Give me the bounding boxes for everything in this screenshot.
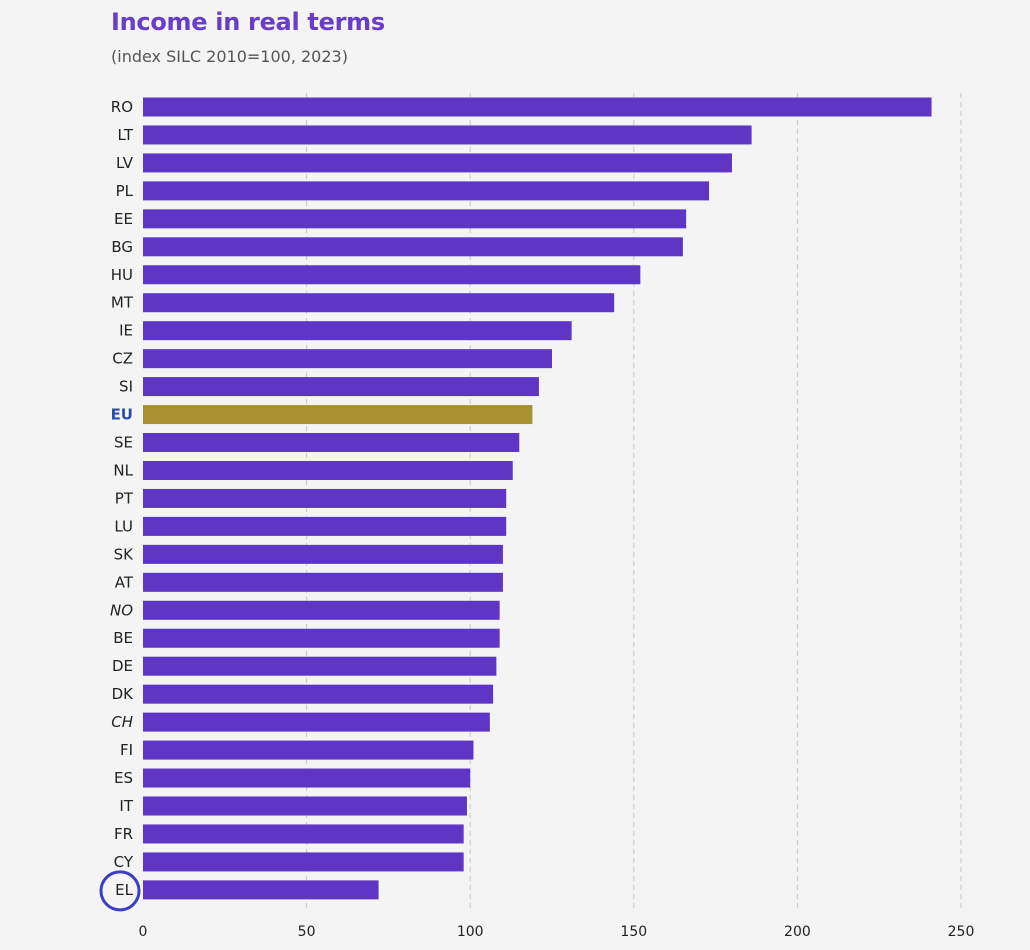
bar-dk	[143, 684, 494, 704]
category-label-ch: CH	[111, 713, 133, 731]
x-tick-label: 50	[298, 924, 316, 940]
category-labels: RO LT LV PL EE BG HU MT IE CZ SI EU SE NL PT LU SK AT NO BE…	[99, 98, 141, 912]
highlight-circle	[99, 870, 141, 912]
category-label-de: DE	[112, 657, 133, 675]
category-label-ie: IE	[119, 322, 133, 340]
category-label-lt: LT	[118, 126, 134, 144]
chart-subtitle: (index SILC 2010=100, 2023)	[111, 47, 348, 66]
bar-it	[143, 796, 467, 816]
category-label-pl: PL	[116, 182, 134, 200]
category-label-el: EL	[115, 881, 133, 899]
bar-no	[143, 600, 500, 620]
bar-at	[143, 572, 503, 592]
bars	[143, 97, 932, 900]
bar-ro	[143, 97, 932, 117]
bar-es	[143, 768, 471, 788]
x-tick-label: 200	[784, 924, 811, 940]
bar-pl	[143, 181, 710, 201]
category-label-fi: FI	[120, 741, 133, 759]
category-label-fr: FR	[114, 825, 133, 843]
bar-nl	[143, 460, 513, 480]
category-label-be: BE	[113, 629, 133, 647]
category-label-nl: NL	[113, 461, 133, 479]
x-tick-label: 150	[620, 924, 647, 940]
x-axis-ticks: 0 50 100 150 200 250	[139, 924, 975, 940]
category-label-es: ES	[114, 769, 133, 787]
bar-lv	[143, 153, 732, 173]
category-label-bg: BG	[111, 238, 133, 256]
bar-fr	[143, 824, 464, 844]
bar-ch	[143, 712, 490, 732]
bar-cz	[143, 349, 552, 369]
category-label-lv: LV	[116, 154, 134, 172]
bar-el	[143, 880, 379, 900]
category-label-no: NO	[110, 601, 133, 619]
category-label-pt: PT	[115, 489, 134, 507]
x-tick-label: 0	[139, 924, 148, 940]
category-label-hu: HU	[111, 266, 133, 284]
chart-title: Income in real terms	[111, 8, 385, 36]
bar-eu	[143, 405, 533, 425]
category-label-cz: CZ	[112, 350, 133, 368]
category-label-lu: LU	[114, 517, 133, 535]
category-label-ee: EE	[114, 210, 133, 228]
bar-lu	[143, 516, 507, 536]
bar-lt	[143, 125, 752, 145]
bar-sk	[143, 544, 503, 564]
category-label-eu: EU	[111, 406, 133, 424]
bar-fi	[143, 740, 474, 760]
bar-hu	[143, 265, 641, 285]
category-label-ro: RO	[111, 98, 133, 116]
bar-be	[143, 628, 500, 648]
category-label-at: AT	[115, 573, 134, 591]
bar-mt	[143, 293, 615, 313]
category-label-se: SE	[114, 434, 133, 452]
category-label-mt: MT	[111, 294, 134, 312]
category-label-sk: SK	[114, 545, 135, 563]
category-label-cy: CY	[114, 853, 134, 871]
category-label-it: IT	[119, 797, 133, 815]
bar-pt	[143, 488, 507, 508]
bar-se	[143, 433, 520, 453]
bar-de	[143, 656, 497, 676]
bar-ie	[143, 321, 572, 341]
x-tick-label: 250	[948, 924, 975, 940]
category-label-dk: DK	[112, 685, 135, 703]
category-label-si: SI	[119, 378, 133, 396]
bar-ee	[143, 209, 687, 229]
bar-bg	[143, 237, 683, 257]
x-tick-label: 100	[457, 924, 484, 940]
bar-si	[143, 377, 539, 397]
bar-cy	[143, 852, 464, 872]
